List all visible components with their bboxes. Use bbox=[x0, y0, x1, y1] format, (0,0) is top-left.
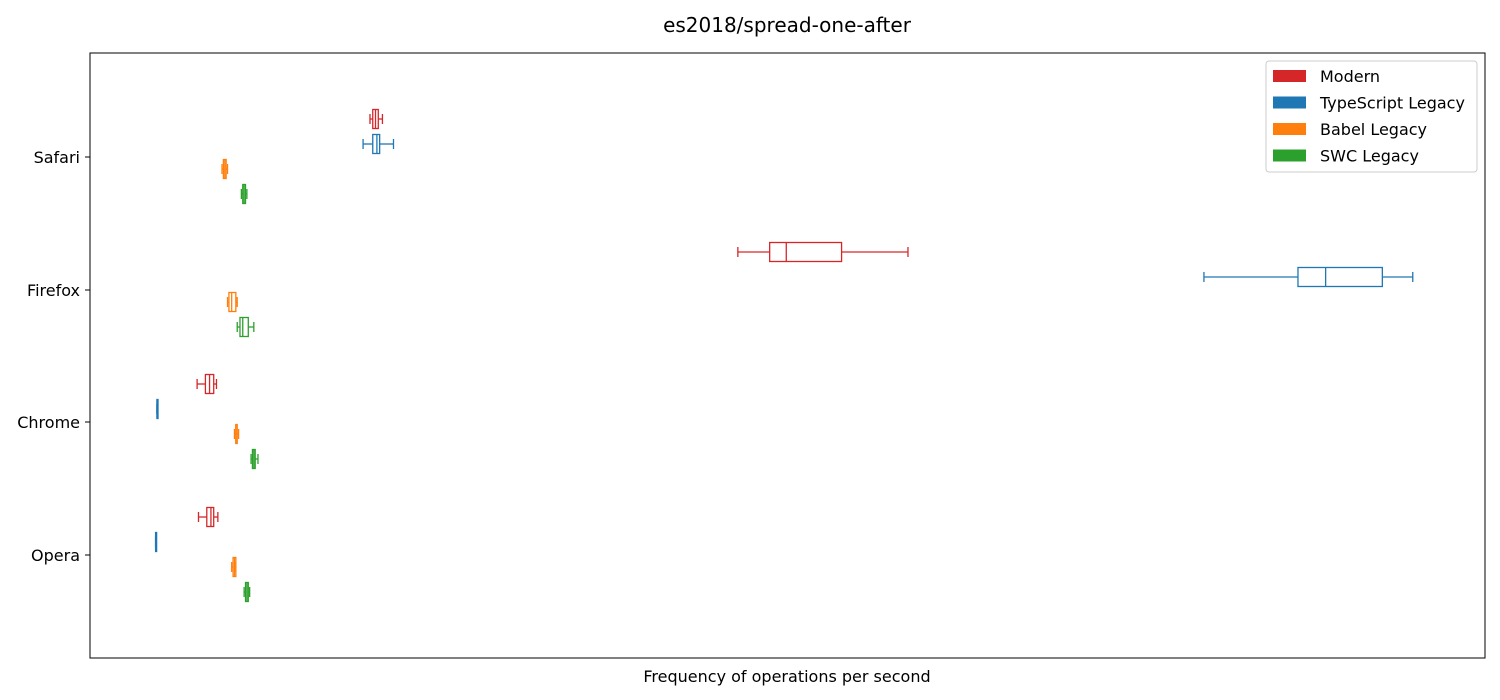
legend-swatch bbox=[1273, 96, 1306, 109]
legend-swatch bbox=[1273, 123, 1306, 135]
legend-frame bbox=[1265, 60, 1478, 173]
box-swc-legacy bbox=[243, 581, 251, 603]
box-body bbox=[206, 506, 215, 528]
y-tick-label: Safari bbox=[34, 148, 80, 167]
box-babel-legacy bbox=[221, 158, 229, 180]
box-modern bbox=[369, 108, 384, 130]
box-swc-legacy bbox=[250, 448, 259, 470]
box-body bbox=[239, 316, 249, 338]
box-body bbox=[372, 133, 381, 155]
box-modern bbox=[197, 506, 219, 528]
y-tick-label: Firefox bbox=[27, 281, 80, 300]
box-typescript-legacy bbox=[362, 133, 395, 155]
box-modern bbox=[196, 373, 218, 395]
y-tick-label: Chrome bbox=[17, 413, 80, 432]
box-babel-legacy bbox=[233, 423, 240, 445]
legend: Modern TypeScript Legacy Babel Legacy SWC L… bbox=[1265, 60, 1478, 173]
box-babel-legacy bbox=[226, 291, 238, 313]
y-axis: Safari Firefox Chrome Opera bbox=[17, 148, 90, 565]
x-axis-label: Frequency of operations per second bbox=[643, 667, 930, 686]
legend-label: SWC Legacy bbox=[1320, 147, 1419, 166]
legend-label: Babel Legacy bbox=[1320, 120, 1427, 139]
box-typescript-legacy bbox=[1203, 266, 1414, 288]
box-babel-legacy bbox=[231, 556, 237, 578]
box-typescript-legacy bbox=[156, 398, 159, 420]
plot-area bbox=[89, 52, 1486, 659]
box-typescript-legacy bbox=[154, 531, 158, 553]
y-tick-label: Opera bbox=[31, 546, 80, 565]
box-swc-legacy bbox=[236, 316, 255, 338]
box-swc-legacy bbox=[240, 183, 248, 205]
box-body bbox=[1297, 266, 1383, 288]
legend-swatch bbox=[1273, 70, 1306, 82]
box-group bbox=[154, 108, 1414, 603]
chart-title: es2018/spread-one-after bbox=[663, 13, 912, 37]
box-modern bbox=[737, 241, 909, 263]
legend-label: TypeScript Legacy bbox=[1319, 94, 1465, 113]
box-body bbox=[228, 291, 237, 313]
box-body bbox=[769, 241, 843, 263]
legend-swatch bbox=[1273, 149, 1306, 162]
legend-label: Modern bbox=[1320, 67, 1380, 86]
